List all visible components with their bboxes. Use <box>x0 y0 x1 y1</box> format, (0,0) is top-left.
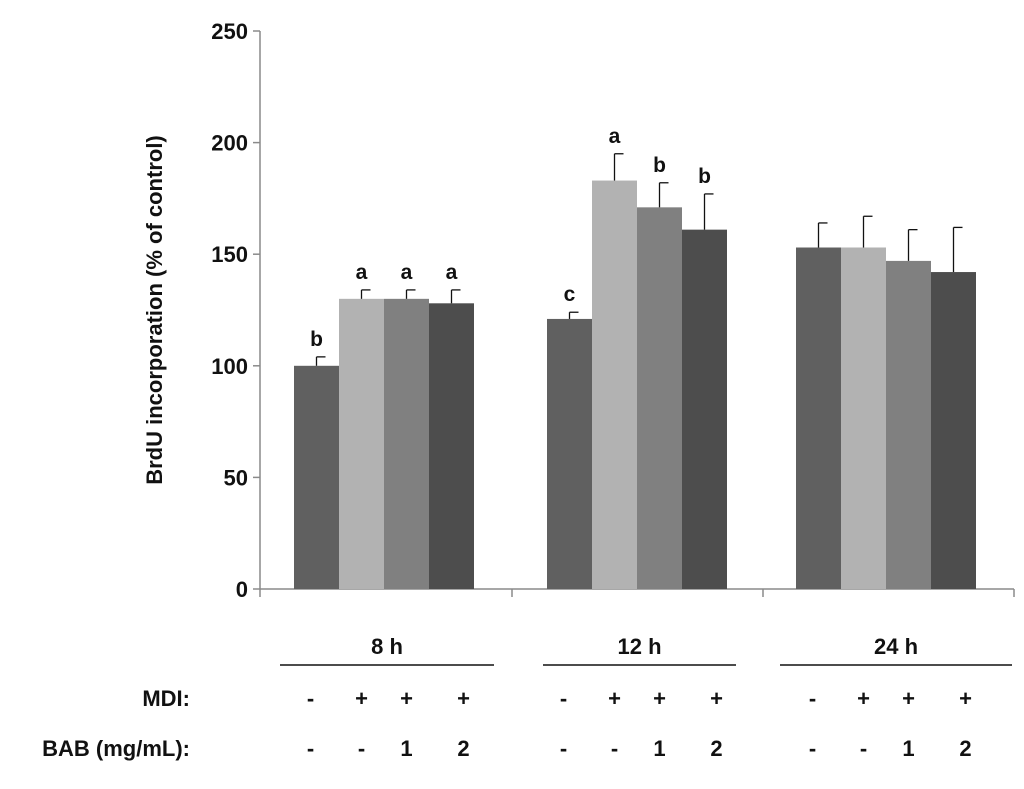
condition-value: + <box>400 686 413 711</box>
bar <box>547 318 592 589</box>
condition-value: - <box>560 686 567 711</box>
bar <box>682 229 727 589</box>
group-label: 8 h <box>371 634 403 659</box>
y-tick-label: 250 <box>211 19 248 44</box>
y-tick-label: 200 <box>211 131 248 156</box>
y-tick-label: 100 <box>211 354 248 379</box>
condition-value: - <box>611 736 618 761</box>
significance-label: c <box>564 283 576 306</box>
bar <box>294 365 339 589</box>
bar <box>384 298 429 589</box>
condition-value: - <box>560 736 567 761</box>
y-axis-label: BrdU incorporation (% of control) <box>142 135 167 485</box>
labels: BrdU incorporation (% of control) b a a a c a b… <box>142 125 711 485</box>
condition-value: + <box>355 686 368 711</box>
condition-value: - <box>307 736 314 761</box>
significance-label: a <box>401 261 413 284</box>
condition-value: 2 <box>959 736 971 761</box>
condition-table: 8 h 12 h 24 h MDI: - + + + - + + + - + + + BAB (mg/mL): -… <box>42 634 1012 761</box>
group-label: 12 h <box>617 634 661 659</box>
condition-row-label: BAB (mg/mL): <box>42 736 190 761</box>
group-label: 24 h <box>874 634 918 659</box>
bar <box>886 260 931 589</box>
y-tick-label: 0 <box>236 577 248 602</box>
bar <box>931 272 976 589</box>
condition-value: - <box>307 686 314 711</box>
bar <box>796 247 841 589</box>
bars <box>294 153 976 589</box>
condition-row-label: MDI: <box>142 686 190 711</box>
condition-value: 2 <box>710 736 722 761</box>
condition-value: + <box>857 686 870 711</box>
condition-value: + <box>902 686 915 711</box>
condition-value: + <box>608 686 621 711</box>
condition-value: - <box>809 736 816 761</box>
bar <box>592 180 637 589</box>
condition-value: + <box>959 686 972 711</box>
y-tick-label: 50 <box>224 465 248 490</box>
condition-value: - <box>809 686 816 711</box>
significance-label: b <box>653 154 666 177</box>
significance-label: a <box>356 261 368 284</box>
bar <box>339 298 384 589</box>
significance-label: a <box>609 125 621 148</box>
condition-value: 2 <box>457 736 469 761</box>
significance-label: b <box>698 165 711 188</box>
bar <box>637 207 682 589</box>
condition-value: + <box>710 686 723 711</box>
condition-value: 1 <box>653 736 665 761</box>
bar <box>841 247 886 589</box>
condition-value: 1 <box>400 736 412 761</box>
y-tick-label: 150 <box>211 242 248 267</box>
significance-label: a <box>446 261 458 284</box>
significance-label: b <box>310 328 323 351</box>
condition-value: + <box>653 686 666 711</box>
condition-value: + <box>457 686 470 711</box>
condition-value: 1 <box>902 736 914 761</box>
bar <box>429 303 474 589</box>
condition-value: - <box>358 736 365 761</box>
condition-value: - <box>860 736 867 761</box>
